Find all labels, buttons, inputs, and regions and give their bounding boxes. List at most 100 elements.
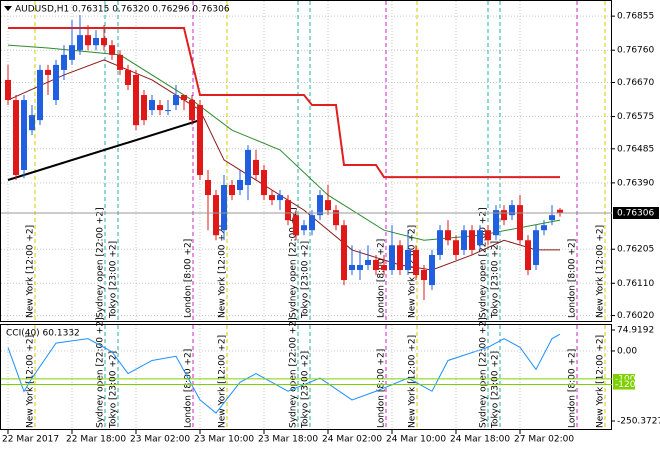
y-tick-label: 0.76575 bbox=[617, 112, 654, 122]
session-label: London [8:00 +2] bbox=[184, 239, 194, 318]
candle-body bbox=[453, 240, 459, 255]
x-tick-label: 24 Mar 02:00 bbox=[322, 435, 382, 445]
candle-body bbox=[365, 259, 371, 265]
session-label: Tokyo [23:00 +2] bbox=[491, 351, 501, 429]
session-label: Tokyo [23:00 +2] bbox=[109, 351, 119, 429]
candle-body bbox=[381, 264, 387, 271]
candle-body bbox=[109, 45, 115, 55]
session-label: New York [12:00 +2] bbox=[26, 225, 36, 318]
candle-body bbox=[125, 69, 131, 85]
candle-body bbox=[437, 230, 443, 255]
indicator-line bbox=[7, 119, 201, 181]
current-price-label: 0.76306 bbox=[617, 208, 654, 218]
session-label: Sydney open [22:00 +2] bbox=[479, 317, 489, 428]
cci-line bbox=[7, 333, 561, 414]
candle-body bbox=[549, 215, 555, 221]
candle-body bbox=[277, 195, 283, 201]
session-label: Tokyo [23:00 +2] bbox=[491, 241, 501, 319]
candle-body bbox=[389, 245, 395, 271]
y-tick-label: 0.76760 bbox=[617, 46, 654, 56]
candle-body bbox=[269, 195, 275, 201]
x-tick-label: 24 Mar 18:00 bbox=[450, 435, 510, 445]
candle-body bbox=[501, 210, 507, 221]
session-label: New York [12:00 +2] bbox=[596, 335, 606, 428]
candle-body bbox=[101, 38, 107, 46]
candle-body bbox=[189, 100, 195, 121]
candle-body bbox=[37, 69, 43, 121]
session-label: Tokyo [23:00 +2] bbox=[301, 241, 311, 319]
candle-body bbox=[293, 215, 299, 236]
candle-body bbox=[349, 264, 355, 271]
candle-body bbox=[237, 180, 243, 191]
candle-body bbox=[13, 100, 19, 175]
session-label: New York [12:00 +2] bbox=[596, 225, 606, 318]
candle-body bbox=[165, 110, 171, 112]
session-label: London [8:00 +2] bbox=[377, 239, 387, 318]
candle-body bbox=[509, 205, 515, 216]
session-label: Sydney open [22:00 +2] bbox=[479, 207, 489, 318]
candle-body bbox=[93, 38, 99, 46]
candle-body bbox=[45, 69, 51, 75]
y-tick-label: 0.00 bbox=[617, 346, 637, 356]
candle-body bbox=[117, 54, 123, 70]
session-label: London [8:00 +2] bbox=[184, 349, 194, 428]
session-label: London [8:00 +2] bbox=[568, 239, 578, 318]
candle-body bbox=[197, 105, 203, 175]
candle-body bbox=[405, 249, 411, 271]
session-label: Sydney open [22:00 +2] bbox=[289, 207, 299, 318]
candle-body bbox=[141, 95, 147, 121]
candle-body bbox=[221, 185, 227, 231]
session-label: New York [12:00 +2] bbox=[218, 225, 228, 318]
indicator-line bbox=[8, 26, 560, 179]
candle-body bbox=[333, 210, 339, 226]
candle-body bbox=[21, 100, 27, 170]
candle-body bbox=[301, 225, 307, 231]
x-tick-label: 23 Mar 10:00 bbox=[194, 435, 254, 445]
session-label: Sydney open [22:00 +2] bbox=[289, 317, 299, 428]
menu-arrow[interactable] bbox=[4, 6, 12, 11]
x-tick-label: 23 Mar 18:00 bbox=[258, 435, 318, 445]
candle-body bbox=[53, 64, 59, 101]
y-tick-label: 0.76390 bbox=[617, 178, 654, 188]
candle-body bbox=[261, 169, 267, 196]
level-box bbox=[613, 379, 635, 390]
candle-body bbox=[397, 245, 403, 271]
candle-body bbox=[5, 79, 11, 101]
cci-frame bbox=[0, 324, 612, 430]
candle-body bbox=[445, 230, 451, 241]
candle-body bbox=[469, 230, 475, 250]
y-tick-label: -250.3727 bbox=[617, 417, 660, 427]
session-label: London [8:00 +2] bbox=[377, 349, 387, 428]
session-label: New York [12:00 +2] bbox=[218, 335, 228, 428]
candle-body bbox=[77, 35, 83, 51]
candle-body bbox=[525, 240, 531, 271]
y-tick-label: 0.76485 bbox=[617, 144, 654, 154]
candle-body bbox=[461, 230, 467, 250]
x-tick-label: 22 Mar 18:00 bbox=[66, 435, 126, 445]
y-tick-label: 0.76020 bbox=[617, 311, 654, 321]
candle-body bbox=[429, 254, 435, 286]
candle-body bbox=[285, 200, 291, 221]
candle-body bbox=[149, 100, 155, 111]
level-box bbox=[613, 373, 635, 384]
candle-body bbox=[557, 209, 563, 213]
level-label: -100 bbox=[615, 374, 636, 384]
y-tick-label: 0.76205 bbox=[617, 245, 654, 255]
session-label: Sydney open [22:00 +2] bbox=[96, 207, 106, 318]
candle-body bbox=[213, 195, 219, 236]
chart-title: AUDUSD,H1 0.76315 0.76320 0.76296 0.7630… bbox=[15, 5, 230, 15]
candle-body bbox=[245, 149, 251, 186]
candle-body bbox=[517, 205, 523, 241]
candle-body bbox=[229, 185, 235, 196]
candle-body bbox=[157, 105, 163, 111]
candle-body bbox=[357, 264, 363, 271]
candle-body bbox=[253, 159, 259, 175]
main-frame bbox=[0, 0, 612, 322]
level-label: -120 bbox=[615, 380, 636, 390]
y-tick-label: 0.76855 bbox=[617, 12, 654, 22]
candle-body bbox=[85, 35, 91, 46]
x-tick-label: 27 Mar 02:00 bbox=[514, 435, 574, 445]
